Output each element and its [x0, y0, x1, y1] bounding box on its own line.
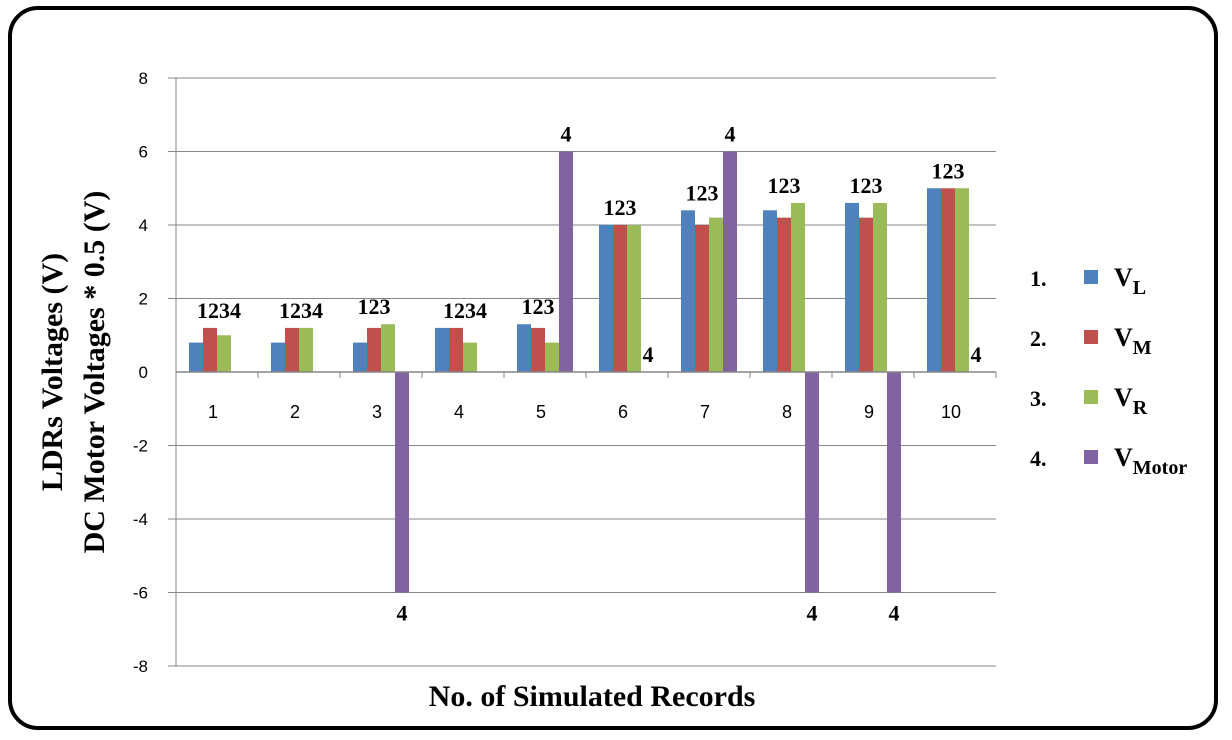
y-tick-label: -8 — [133, 657, 148, 676]
legend-label: VL — [1114, 263, 1146, 299]
y-axis-label-line2: DC Motor Voltages * 0.5 (V) — [78, 191, 111, 554]
legend-number: 4. — [1030, 446, 1047, 471]
y-tick-label: -2 — [133, 437, 148, 456]
x-tick-label: 8 — [782, 402, 792, 422]
bar-motor — [887, 372, 901, 593]
y-tick-label: -6 — [133, 584, 148, 603]
bar-l — [927, 188, 941, 372]
y-tick-label: -4 — [133, 510, 148, 529]
legend-swatch — [1084, 390, 1098, 404]
x-tick-label: 6 — [618, 402, 628, 422]
data-label: 1234 — [279, 298, 323, 323]
bar-m — [695, 225, 709, 372]
x-tick-label: 7 — [700, 402, 710, 422]
legend-label: VMotor — [1114, 443, 1187, 479]
data-label: 123 — [932, 158, 965, 183]
y-tick-label: 0 — [139, 363, 148, 382]
legend-swatch — [1084, 450, 1098, 464]
y-tick-label: 2 — [139, 290, 148, 309]
legend-swatch — [1084, 330, 1098, 344]
bars — [189, 151, 969, 593]
legend-label: VR — [1114, 383, 1148, 419]
legend-number: 3. — [1030, 386, 1047, 411]
data-label: 4 — [397, 601, 408, 626]
legend: 1. VL 2. VM 3. VR 4. VMotor — [1030, 263, 1187, 479]
bar-r — [545, 342, 559, 372]
data-label: 4 — [889, 601, 900, 626]
bar-motor — [395, 372, 409, 593]
bar-l — [599, 225, 613, 372]
bar-r — [627, 225, 641, 372]
bar-m — [449, 327, 463, 372]
x-axis-label: No. of Simulated Records — [429, 680, 756, 713]
data-label: 4 — [561, 122, 572, 147]
bar-l — [189, 342, 203, 372]
bar-m — [777, 217, 791, 372]
bar-motor — [559, 151, 573, 372]
bar-r — [709, 217, 723, 372]
x-tick-label: 1 — [208, 402, 218, 422]
bar-m — [367, 327, 381, 372]
data-label: 4 — [725, 122, 736, 147]
legend-swatch — [1084, 270, 1098, 284]
data-label: 4 — [643, 342, 654, 367]
bar-motor — [805, 372, 819, 593]
bar-m — [613, 225, 627, 372]
bar-l — [271, 342, 285, 372]
bar-m — [531, 327, 545, 372]
bar-r — [791, 202, 805, 372]
x-tick-label: 9 — [864, 402, 874, 422]
bar-l — [763, 210, 777, 372]
x-tick-label: 10 — [941, 402, 961, 422]
data-label: 1234 — [443, 298, 487, 323]
data-label: 123 — [358, 294, 391, 319]
data-label: 123 — [522, 294, 555, 319]
x-tick-label: 4 — [454, 402, 464, 422]
y-tick-label: 8 — [139, 69, 148, 88]
bar-l — [435, 327, 449, 372]
x-tick-label: 5 — [536, 402, 546, 422]
bar-r — [299, 327, 313, 372]
data-label: 123 — [604, 195, 637, 220]
bar-r — [381, 324, 395, 372]
data-label: 123 — [768, 173, 801, 198]
bar-l — [517, 324, 531, 372]
x-tick-label: 2 — [290, 402, 300, 422]
legend-number: 2. — [1030, 326, 1047, 351]
y-axis-ticks: 8 6 4 2 0 -2 -4 -6 -8 — [133, 69, 148, 676]
data-label: 123 — [850, 173, 883, 198]
bar-r — [217, 335, 231, 372]
data-label: 4 — [971, 342, 982, 367]
x-axis — [175, 371, 997, 378]
bar-r — [873, 202, 887, 372]
bar-r — [955, 188, 969, 372]
bar-motor — [723, 151, 737, 372]
x-axis-ticks: 1 2 3 4 5 6 7 8 9 10 — [208, 402, 961, 422]
x-tick-label: 3 — [372, 402, 382, 422]
bar-m — [941, 188, 955, 372]
bar-l — [845, 202, 859, 372]
data-label: 4 — [807, 601, 818, 626]
bar-m — [203, 327, 217, 372]
bar-r — [463, 342, 477, 372]
y-tick-label: 4 — [139, 216, 148, 235]
y-tick-label: 6 — [139, 143, 148, 162]
bar-m — [285, 327, 299, 372]
bar-m — [859, 217, 873, 372]
legend-number: 1. — [1030, 266, 1047, 291]
data-label: 123 — [686, 180, 719, 205]
data-label: 1234 — [197, 298, 241, 323]
y-axis-label-line1: LDRs Voltages (V) — [36, 253, 69, 491]
legend-label: VM — [1114, 323, 1152, 359]
bar-l — [353, 342, 367, 372]
bar-l — [681, 210, 695, 372]
